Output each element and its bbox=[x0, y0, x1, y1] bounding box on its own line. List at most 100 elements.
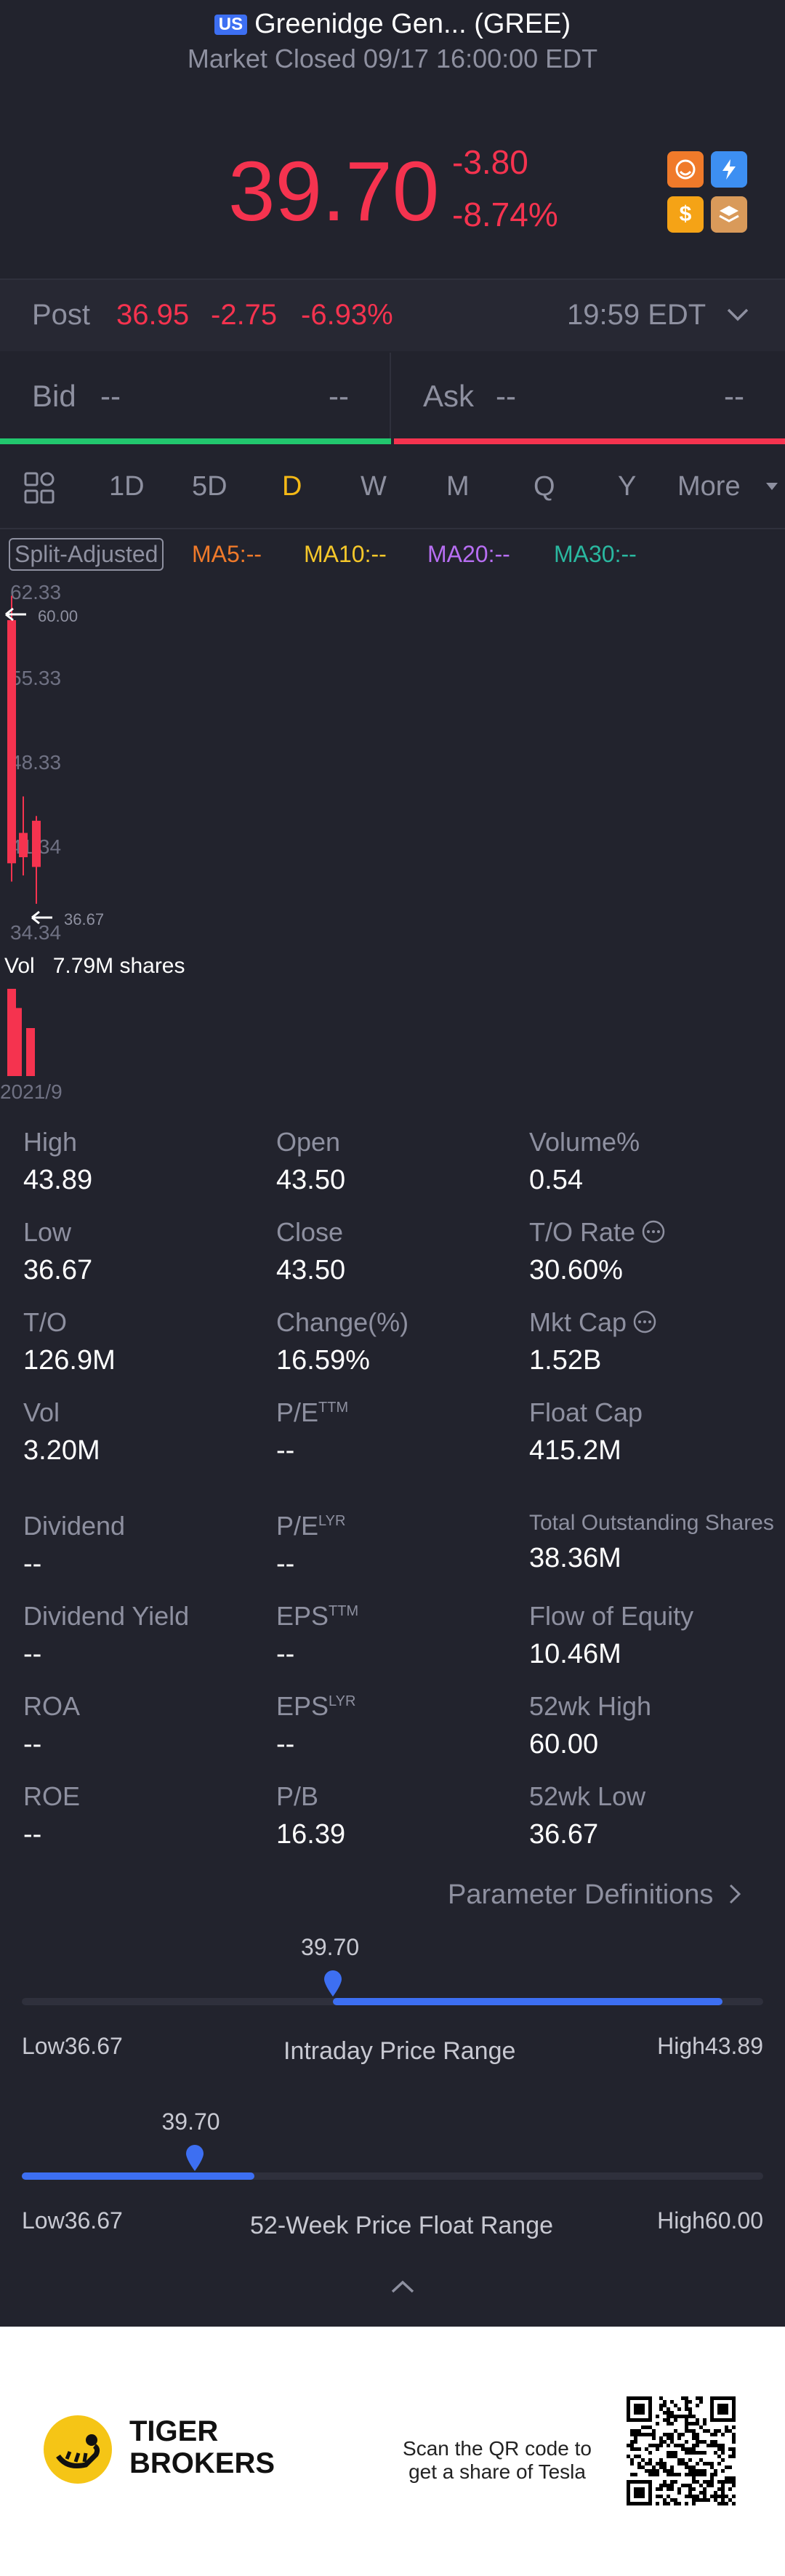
stat-cell: Open 43.50 bbox=[276, 1127, 345, 1196]
stat-label: P/B bbox=[276, 1781, 319, 1811]
info-icon[interactable] bbox=[635, 1217, 666, 1247]
ask-price: -- bbox=[496, 379, 516, 413]
post-market-row[interactable]: Post 36.95 -2.75 -6.93% 19:59 EDT bbox=[0, 278, 785, 351]
community-icon[interactable] bbox=[667, 151, 704, 188]
stat-value: -- bbox=[23, 1729, 42, 1760]
stat-value: -- bbox=[276, 1639, 295, 1669]
post-change-percent: -6.93% bbox=[301, 299, 393, 331]
stat-label: T/O bbox=[23, 1307, 67, 1337]
intraday-title: Intraday Price Range bbox=[283, 2037, 516, 2065]
period-tabs: 1D 5D D W M Q Y More bbox=[0, 445, 785, 529]
split-adjusted-toggle[interactable]: Split-Adjusted bbox=[9, 538, 164, 571]
stat-cell: 52wk High 60.00 bbox=[529, 1691, 651, 1760]
stat-value: 30.60% bbox=[529, 1255, 623, 1285]
stat-cell: Mkt Cap 1.52B bbox=[529, 1307, 657, 1376]
stat-label: Change(%) bbox=[276, 1307, 409, 1337]
ma-indicator-row: Split-Adjusted MA5:-- MA10:-- MA20:-- MA… bbox=[0, 538, 785, 571]
stat-cell: Float Cap 415.2M bbox=[529, 1397, 643, 1466]
stat-label: Dividend Yield bbox=[23, 1601, 190, 1631]
stat-cell: P/ELYR -- bbox=[276, 1511, 345, 1580]
intraday-current-label: 39.70 bbox=[301, 1934, 360, 1960]
tab-week[interactable]: W bbox=[361, 471, 387, 502]
stat-label: Mkt Cap bbox=[529, 1307, 657, 1338]
tab-month[interactable]: M bbox=[446, 471, 470, 502]
tab-1d[interactable]: 1D bbox=[109, 471, 145, 502]
stat-cell: Change(%) 16.59% bbox=[276, 1307, 408, 1376]
divider bbox=[390, 353, 391, 438]
week52-fill bbox=[22, 2172, 255, 2180]
stat-value: 1.52B bbox=[529, 1345, 602, 1376]
stat-value: 3.20M bbox=[23, 1435, 100, 1466]
post-time: 19:59 EDT bbox=[567, 299, 706, 331]
stat-value: 16.59% bbox=[276, 1345, 370, 1376]
candle-body bbox=[32, 820, 41, 867]
grid-layout-icon[interactable] bbox=[23, 471, 58, 508]
tab-day[interactable]: D bbox=[282, 471, 302, 502]
stat-label: T/O Rate bbox=[529, 1217, 666, 1248]
parameter-definitions-link[interactable]: Parameter Definitions bbox=[448, 1879, 741, 1911]
stat-label: 52wk Low bbox=[529, 1781, 646, 1811]
qr-code-icon[interactable] bbox=[627, 2396, 736, 2505]
stat-label: ROA bbox=[23, 1691, 81, 1721]
dollar-icon[interactable]: $ bbox=[667, 196, 704, 233]
low-marker-arrow-icon bbox=[31, 910, 52, 925]
stock-name: Greenidge Gen... (GREE) bbox=[254, 9, 571, 39]
ma10-value: MA10:-- bbox=[304, 541, 387, 567]
stat-cell: Vol 3.20M bbox=[23, 1397, 100, 1466]
volume-caption: Vol 7.79M shares bbox=[4, 954, 185, 979]
ask-label: Ask bbox=[423, 379, 475, 413]
bid-label: Bid bbox=[32, 379, 76, 413]
stat-cell: Dividend -- bbox=[23, 1511, 125, 1580]
ask-size: -- bbox=[724, 379, 744, 413]
week52-track bbox=[22, 2172, 763, 2180]
tab-year[interactable]: Y bbox=[618, 471, 637, 502]
stat-label: ROE bbox=[23, 1781, 81, 1811]
stat-cell: Total Outstanding Shares 38.36M bbox=[529, 1511, 774, 1574]
stat-value: -- bbox=[276, 1549, 295, 1579]
stat-cell: Volume% 0.54 bbox=[529, 1127, 640, 1196]
info-icon[interactable] bbox=[627, 1307, 657, 1337]
week52-range: 39.70 Low36.67 52-Week Price Float Range… bbox=[22, 2108, 763, 2239]
chevron-down-icon[interactable] bbox=[725, 306, 750, 327]
more-dropdown-icon[interactable] bbox=[765, 481, 779, 495]
stat-cell: Dividend Yield -- bbox=[23, 1601, 189, 1670]
week52-high: High60.00 bbox=[657, 2207, 763, 2234]
y-tick-label: 48.33 bbox=[10, 751, 61, 774]
stat-label: Total Outstanding Shares bbox=[529, 1511, 774, 1535]
intraday-range: 39.70 Low36.67 Intraday Price Range High… bbox=[22, 1934, 763, 2065]
week52-title: 52-Week Price Float Range bbox=[250, 2212, 554, 2239]
low-marker-label: 36.67 bbox=[64, 910, 104, 928]
tiger-logo-icon bbox=[42, 2414, 113, 2489]
chevron-right-icon bbox=[729, 1884, 741, 1904]
stat-value: 38.36M bbox=[529, 1543, 621, 1573]
volume-bar bbox=[13, 1008, 22, 1076]
y-tick-label: 62.33 bbox=[10, 581, 61, 603]
candlestick-chart[interactable]: 62.33 55.33 48.33 41.34 34.34 60.00 36.6… bbox=[0, 574, 785, 967]
stat-label: P/ELYR bbox=[276, 1511, 346, 1541]
stats-grid: High 43.89 Open 43.50 Volume% 0.54 Low 36.67 Clo… bbox=[0, 1127, 785, 1869]
collapse-chevron-up-icon[interactable] bbox=[390, 2279, 416, 2298]
stat-cell: 52wk Low 36.67 bbox=[529, 1781, 645, 1850]
bid-price: -- bbox=[100, 379, 121, 413]
ma20-value: MA20:-- bbox=[427, 541, 510, 567]
ma5-value: MA5:-- bbox=[192, 541, 262, 567]
stat-cell: Flow of Equity 10.46M bbox=[529, 1601, 693, 1670]
flash-news-icon[interactable] bbox=[711, 151, 747, 188]
footer-banner: TIGER BROKERS Scan the QR code to get a … bbox=[0, 2327, 785, 2576]
stat-cell: High 43.89 bbox=[23, 1127, 92, 1196]
layers-icon[interactable] bbox=[711, 196, 747, 233]
tab-quarter[interactable]: Q bbox=[534, 471, 555, 502]
stat-value: 36.67 bbox=[529, 1819, 599, 1850]
stat-cell: Low 36.67 bbox=[23, 1217, 92, 1286]
stat-value: 10.46M bbox=[529, 1639, 621, 1669]
market-status: Market Closed 09/17 16:00:00 EDT bbox=[187, 44, 598, 73]
stat-label: Vol bbox=[23, 1397, 60, 1427]
post-change: -2.75 bbox=[211, 299, 278, 331]
stat-cell: T/O 126.9M bbox=[23, 1307, 116, 1376]
tab-5d[interactable]: 5D bbox=[192, 471, 228, 502]
stat-label: Volume% bbox=[529, 1127, 640, 1157]
stat-cell: EPSLYR -- bbox=[276, 1691, 355, 1760]
scan-text: Scan the QR code to get a share of Tesla bbox=[403, 2437, 592, 2483]
tab-more[interactable]: More bbox=[677, 471, 741, 502]
stat-value: 415.2M bbox=[529, 1435, 621, 1466]
